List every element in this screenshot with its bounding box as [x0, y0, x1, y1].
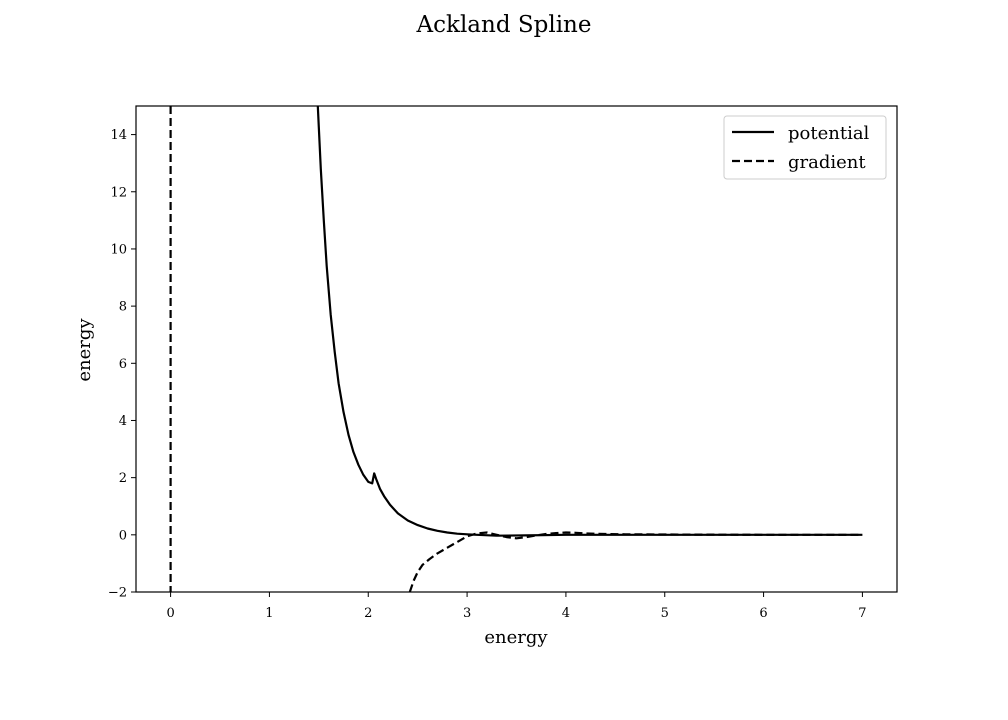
y-tick-label: 8	[119, 300, 127, 315]
x-tick-label: 3	[463, 606, 471, 621]
series-line-gradient-2	[408, 531, 863, 592]
y-tick-label: 0	[119, 528, 127, 543]
y-tick-label: 2	[119, 471, 127, 486]
chart-title: Ackland Spline	[416, 12, 592, 38]
y-axis-label: energy	[74, 318, 95, 382]
plot-area	[135, 105, 898, 593]
x-tick-label: 7	[858, 606, 866, 621]
x-tick-label: 2	[364, 606, 372, 621]
y-tick-label: 10	[110, 242, 127, 257]
x-tick-label: 6	[759, 606, 767, 621]
y-axis-ticks: −2 0 2 4 6 8 10 12 14	[108, 128, 136, 601]
y-tick-label: −2	[108, 586, 127, 601]
x-tick-label: 1	[265, 606, 273, 621]
x-axis-ticks: 0 1 2 3 4 5 6 7	[166, 592, 867, 621]
series-lines	[169, 106, 863, 592]
legend: potential gradient	[723, 115, 887, 180]
legend-label-gradient: gradient	[788, 152, 866, 173]
y-tick-label: 12	[110, 185, 127, 200]
x-tick-label: 4	[562, 606, 570, 621]
x-axis-label: energy	[484, 627, 548, 648]
y-tick-label: 14	[110, 128, 127, 143]
x-tick-label: 0	[166, 606, 174, 621]
y-tick-label: 4	[119, 414, 127, 429]
x-tick-label: 5	[661, 606, 669, 621]
legend-label-potential: potential	[788, 123, 870, 144]
series-line-potential	[316, 106, 863, 537]
y-tick-label: 6	[119, 357, 127, 372]
